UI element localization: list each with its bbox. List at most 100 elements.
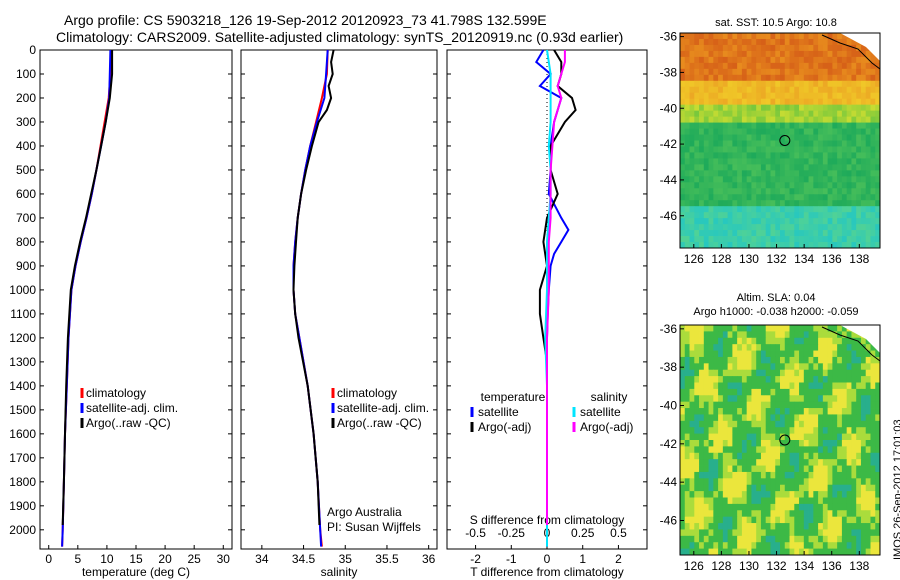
map-cell	[699, 182, 705, 189]
map-cell	[860, 170, 867, 177]
map-cell	[718, 158, 724, 165]
map-cell	[746, 128, 752, 135]
map-cell	[803, 206, 809, 213]
map-cell	[789, 86, 795, 94]
map-cell	[837, 224, 843, 231]
map-cell	[727, 433, 733, 441]
map-cell	[770, 56, 776, 64]
map-cell	[708, 452, 714, 460]
map-cell	[737, 452, 743, 460]
map-cell	[813, 86, 819, 94]
x-tick-label-temperature: 10	[100, 552, 114, 566]
map-cell	[775, 164, 781, 171]
map-cell	[860, 200, 867, 207]
map-cell	[846, 194, 852, 201]
map-cell	[751, 194, 757, 201]
x-tick-label-temperature: 5	[74, 552, 81, 566]
map-cell	[727, 363, 733, 371]
map-cell	[856, 516, 862, 524]
map-cell	[865, 134, 871, 141]
map-y-tick-label: -42	[660, 437, 678, 451]
map-cell	[689, 420, 695, 428]
map-cell	[794, 542, 800, 550]
map-cell	[837, 56, 843, 64]
x-tick-label-temperature: 15	[129, 552, 143, 566]
map-cell	[822, 440, 829, 447]
map-cell	[760, 146, 767, 153]
map-cell	[870, 170, 876, 177]
map-cell	[760, 80, 767, 88]
map-cell	[860, 128, 867, 135]
map-cell	[837, 388, 843, 396]
map-cell	[699, 382, 705, 390]
map-cell	[694, 98, 700, 106]
map-cell	[741, 50, 748, 58]
map-cell	[708, 122, 714, 129]
map-cell	[803, 224, 809, 231]
map-cell	[718, 116, 724, 123]
map-cell	[856, 414, 862, 422]
map-cell	[680, 116, 686, 123]
map-cell	[822, 200, 829, 207]
map-cell	[799, 236, 805, 243]
map-cell	[856, 86, 862, 94]
map-cell	[822, 134, 829, 141]
map-y-tick-label: -38	[660, 65, 678, 79]
map-cell	[784, 116, 790, 123]
map-cell	[741, 164, 748, 171]
map-cell	[680, 200, 686, 207]
map-cell	[760, 122, 767, 129]
map-cell	[789, 433, 795, 441]
map-cell	[875, 80, 881, 88]
map-cell	[860, 548, 867, 556]
map-cell	[870, 388, 876, 396]
map-cell	[813, 344, 819, 351]
map-cell	[713, 38, 719, 46]
map-cell	[846, 331, 852, 339]
map-cell	[832, 401, 838, 409]
map-cell	[732, 116, 738, 123]
map-cell	[746, 433, 752, 441]
map-cell	[860, 369, 867, 377]
map-cell	[775, 491, 781, 498]
map-cell	[827, 140, 833, 147]
map-cell	[689, 414, 695, 422]
map-cell	[727, 68, 733, 76]
map-cell	[737, 395, 743, 403]
map-cell	[846, 535, 852, 543]
map-cell	[694, 62, 700, 70]
map-cell	[822, 212, 829, 219]
map-cell	[760, 433, 767, 441]
map-cell	[832, 86, 838, 94]
map-cell	[851, 110, 857, 118]
map-cell	[770, 503, 776, 511]
map-cell	[808, 325, 814, 332]
map-cell	[813, 516, 819, 524]
map-cell	[746, 529, 752, 537]
map-cell	[751, 395, 757, 403]
map-cell	[703, 206, 709, 213]
map-cell	[741, 230, 748, 237]
map-cell	[813, 164, 819, 171]
map-cell	[837, 176, 843, 183]
map-cell	[860, 420, 867, 428]
map-cell	[699, 164, 705, 171]
map-cell	[822, 535, 829, 543]
map-cell	[760, 382, 767, 390]
map-cell	[732, 510, 738, 518]
map-cell	[770, 38, 776, 46]
map-cell	[694, 459, 700, 466]
map-cell	[708, 128, 714, 135]
map-cell	[837, 92, 843, 100]
map-cell	[875, 376, 881, 383]
map-cell	[837, 200, 843, 207]
map-cell	[765, 170, 771, 177]
map-cell	[727, 503, 733, 511]
map-cell	[865, 56, 871, 64]
map-cell	[875, 356, 881, 364]
map-cell	[860, 134, 867, 141]
map-cell	[827, 230, 833, 237]
map-cell	[784, 369, 790, 377]
map-cell	[789, 38, 795, 46]
map-cell	[699, 420, 705, 428]
